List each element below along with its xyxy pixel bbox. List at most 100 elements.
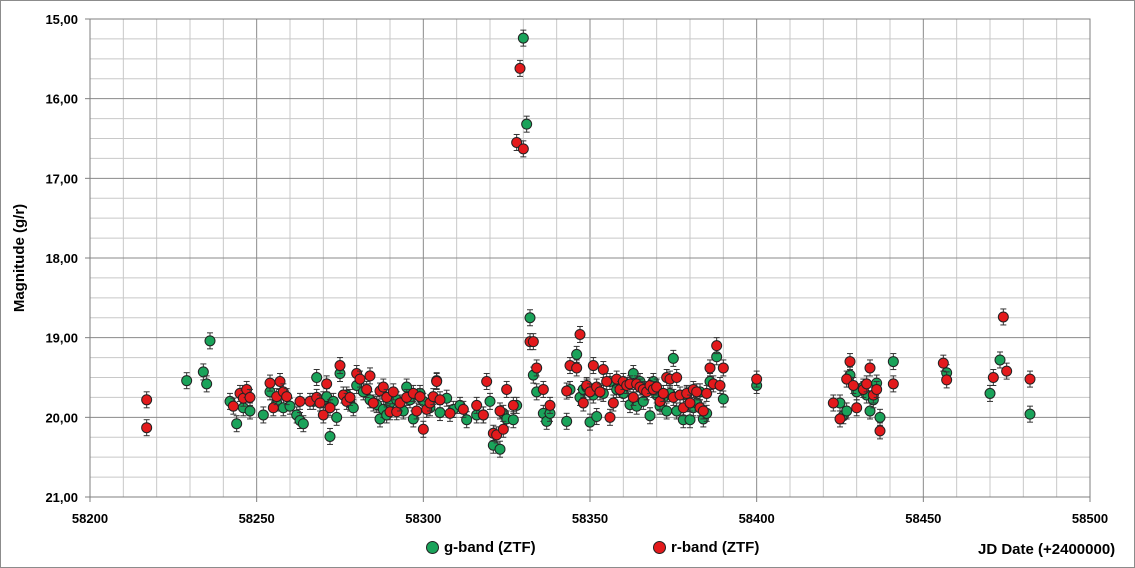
g-band-point <box>297 418 309 430</box>
r-band-point <box>364 370 376 382</box>
g-band-point <box>561 415 573 427</box>
r-band-point <box>997 311 1009 323</box>
r-band-point <box>497 423 509 435</box>
x-tick-label: 58350 <box>572 511 608 526</box>
g-band-point <box>494 443 506 455</box>
r-band-point <box>431 375 443 387</box>
x-tick-label: 58400 <box>739 511 775 526</box>
r-band-point <box>457 403 469 415</box>
r-band-point <box>334 360 346 372</box>
r-band-point <box>844 356 856 368</box>
r-band-point <box>871 383 883 395</box>
g-band-point <box>887 356 899 368</box>
r-band-point <box>227 400 239 412</box>
x-tick-label: 58250 <box>239 511 275 526</box>
g-band-point <box>231 418 243 430</box>
y-axis-title: Magnitude (g/r) <box>11 204 28 312</box>
r-band-point <box>594 386 606 398</box>
r-band-point <box>684 397 696 409</box>
g-band-point <box>181 375 193 387</box>
g-band-point <box>874 411 886 423</box>
r-band-point <box>531 362 543 374</box>
g-band-point <box>684 414 696 426</box>
g-band-point <box>521 118 533 130</box>
r-band-point <box>244 391 256 403</box>
r-band-point <box>714 379 726 391</box>
y-tick-label: 15,00 <box>45 12 78 27</box>
y-tick-label: 19,00 <box>45 331 78 346</box>
g-band-point <box>244 405 256 417</box>
r-band-point <box>577 397 589 409</box>
r-band-point <box>834 413 846 425</box>
r-band-point <box>1001 365 1013 377</box>
r-band-point <box>477 409 489 421</box>
r-band-point <box>471 399 483 411</box>
r-band-point <box>711 340 723 352</box>
r-band-point <box>511 136 523 148</box>
r-band-point <box>861 378 873 390</box>
r-band-point <box>501 383 513 395</box>
r-band-point <box>267 402 279 414</box>
r-band-point <box>517 143 529 155</box>
y-tick-label: 17,00 <box>45 171 78 186</box>
g-band-point <box>661 405 673 417</box>
r-band-point <box>324 402 336 414</box>
g-band-point <box>667 352 679 364</box>
legend-item-r-band: r-band (ZTF) <box>653 539 759 556</box>
r-band-point <box>527 336 539 348</box>
r-band-point <box>314 397 326 409</box>
r-band-point <box>717 362 729 374</box>
r-band-point <box>697 405 709 417</box>
g-band-point <box>331 411 343 423</box>
g-band-point <box>591 411 603 423</box>
g-band-point <box>324 430 336 442</box>
g-band-point <box>197 366 209 378</box>
g-band-point <box>507 414 519 426</box>
r-band-point <box>851 402 863 414</box>
r-band-point <box>544 399 556 411</box>
x-axis-title: JD Date (+2400000) <box>978 541 1116 558</box>
r-band-point <box>141 422 153 434</box>
g-band-point <box>311 372 323 383</box>
r-band-point <box>1024 373 1036 385</box>
r-band-point <box>317 409 329 421</box>
r-band-point <box>321 378 333 390</box>
r-band-point <box>587 360 599 372</box>
g-band-point <box>524 312 536 324</box>
x-tick-label: 58300 <box>405 511 441 526</box>
g-band-point <box>644 410 656 422</box>
r-band-point <box>414 391 426 403</box>
g-band-point <box>517 32 529 44</box>
r-band-point <box>937 357 949 369</box>
r-band-point <box>651 381 663 393</box>
r-band-point <box>444 407 456 419</box>
x-tick-label: 58450 <box>905 511 941 526</box>
g-band-point <box>201 378 213 390</box>
r-band-point <box>507 399 519 411</box>
r-band-point <box>864 362 876 374</box>
r-band-point <box>607 397 619 409</box>
r-band-point <box>494 405 506 417</box>
legend-g-marker <box>426 541 439 554</box>
r-band-point <box>367 397 379 409</box>
r-band-point <box>701 387 713 399</box>
x-tick-label: 58200 <box>72 511 108 526</box>
r-band-point <box>887 378 899 390</box>
r-band-point <box>874 425 886 437</box>
r-band-point <box>514 62 526 74</box>
r-band-point <box>434 394 446 406</box>
r-band-point <box>691 386 703 398</box>
r-band-point <box>671 372 683 383</box>
g-band-point <box>864 405 876 417</box>
r-band-point <box>561 385 573 397</box>
r-band-point <box>704 362 716 374</box>
legend-r-marker <box>653 541 666 554</box>
r-band-point <box>604 411 616 423</box>
legend-g-label: g-band (ZTF) <box>444 539 536 556</box>
r-band-point <box>537 383 549 395</box>
g-band-point <box>994 354 1006 366</box>
y-tick-label: 18,00 <box>45 251 78 266</box>
legend-item-g-band: g-band (ZTF) <box>426 539 536 556</box>
r-band-point <box>411 405 423 417</box>
